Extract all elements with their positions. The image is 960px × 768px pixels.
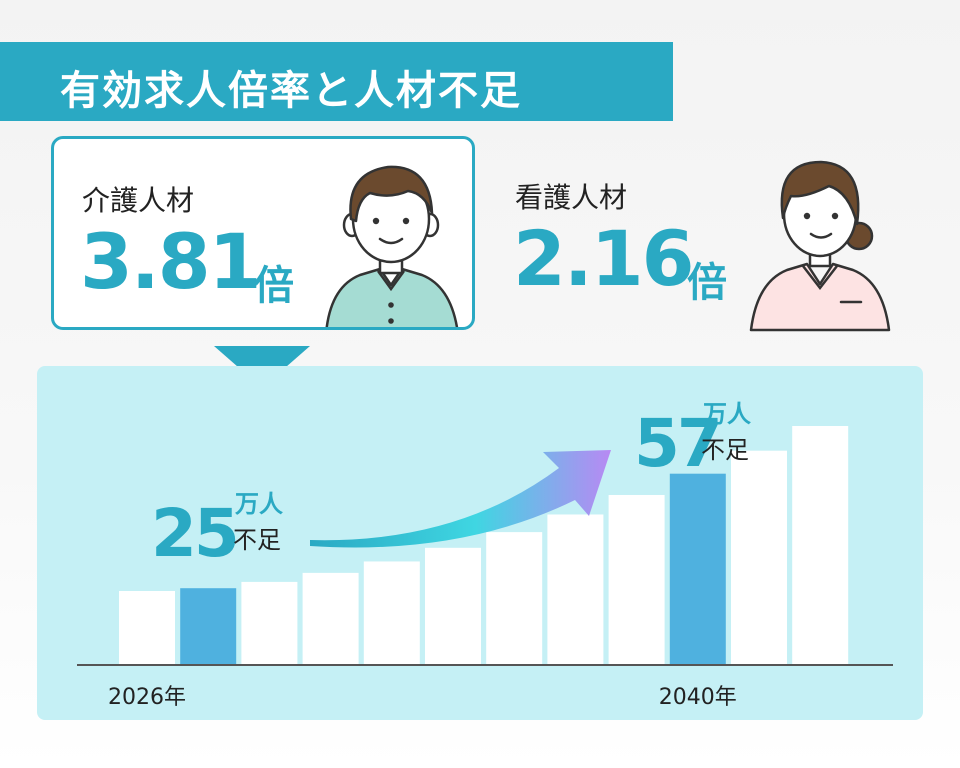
annotation-note: 不足 (701, 436, 749, 464)
bar (792, 426, 849, 665)
nurse-card: 看護人材 2.16 倍 (493, 136, 917, 332)
care-worker-label: 介護人材 (82, 184, 195, 217)
growth-arrow-icon (310, 450, 611, 548)
bar (486, 532, 543, 665)
nurse-ratio: 2.16 (513, 214, 695, 303)
bar (608, 494, 665, 665)
bar-highlighted (180, 588, 237, 665)
bar (119, 591, 175, 665)
annotation-value: 25 (151, 495, 237, 572)
bar (547, 514, 604, 665)
bar (302, 572, 359, 665)
bar (241, 581, 298, 665)
care-worker-card: 介護人材 3.81 倍 (51, 136, 475, 330)
bar (425, 547, 481, 665)
x-tick-label: 2026年 (108, 685, 186, 710)
annotation-value: 57 (634, 405, 720, 482)
bar-highlighted (669, 473, 726, 665)
annotation-unit: 万人 (703, 400, 751, 428)
annotation-note: 不足 (233, 526, 281, 554)
nurse-ratio-unit: 倍 (687, 260, 727, 306)
bar (363, 561, 420, 665)
page-title: 有効求人倍率と人材不足 (60, 68, 522, 114)
title-banner: 有効求人倍率と人材不足 (0, 42, 673, 121)
annotation-unit: 万人 (235, 490, 283, 518)
x-tick-label: 2040年 (659, 685, 737, 710)
nurse-label: 看護人材 (515, 181, 628, 214)
chart-panel: 2026年 2040年 25 万人 不足 57 万人 不足 (37, 366, 923, 720)
bar (731, 450, 787, 665)
care-worker-ratio-unit: 倍 (254, 263, 294, 309)
male-care-worker-illustration (325, 165, 459, 327)
female-nurse-illustration (749, 160, 891, 332)
care-worker-ratio: 3.81 (80, 217, 262, 306)
